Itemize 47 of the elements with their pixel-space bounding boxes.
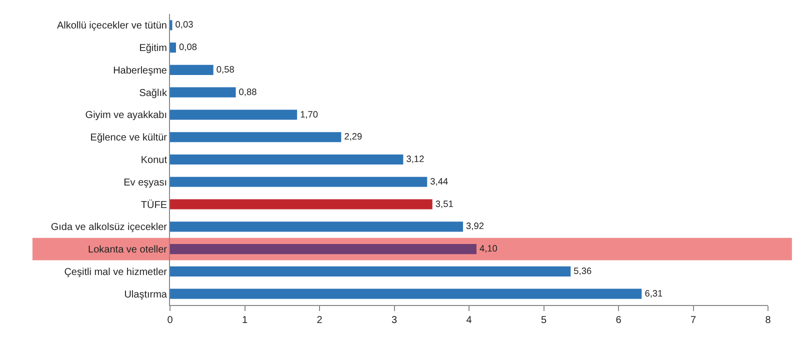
bar bbox=[170, 110, 298, 120]
bar bbox=[170, 244, 476, 254]
data-label: 3,51 bbox=[435, 198, 454, 209]
data-label: 0,08 bbox=[178, 42, 197, 52]
data-label: 1,70 bbox=[300, 109, 318, 120]
bar bbox=[170, 266, 571, 276]
data-label: 6,31 bbox=[644, 288, 663, 298]
bar bbox=[170, 222, 464, 232]
bar bbox=[170, 87, 236, 98]
bar bbox=[170, 199, 432, 210]
y-tick-label: Sağlık bbox=[139, 88, 168, 99]
y-tick-label: Konut bbox=[140, 155, 168, 166]
y-tick-label: Çeşitli mal ve hizmetler bbox=[64, 266, 168, 278]
data-label: 5,36 bbox=[574, 266, 592, 276]
y-tick-label: Lokanta ve oteller bbox=[88, 244, 168, 256]
y-tick-label: Eğlence ve kültür bbox=[90, 132, 168, 144]
bar bbox=[170, 42, 176, 53]
bar bbox=[170, 64, 214, 75]
data-label: 3,92 bbox=[466, 221, 484, 232]
data-label: 4,10 bbox=[479, 244, 498, 254]
x-tick-label: 8 bbox=[765, 315, 772, 326]
y-tick-label: Giyim ve ayakkabı bbox=[85, 110, 167, 122]
x-tick-label: 1 bbox=[242, 315, 248, 326]
y-tick-label: Alkollü içecekler ve tütün bbox=[56, 20, 167, 32]
data-label: 2,29 bbox=[344, 132, 362, 142]
y-tick-label: Gıda ve alkolsüz içecekler bbox=[50, 222, 168, 234]
bar bbox=[170, 154, 404, 165]
data-label: 3,12 bbox=[406, 154, 424, 164]
x-tick-label: 3 bbox=[391, 315, 398, 326]
data-label: 0,88 bbox=[238, 86, 257, 97]
y-tick-label: Haberleşme bbox=[113, 65, 168, 76]
bar bbox=[170, 132, 342, 142]
data-label: 0,58 bbox=[216, 64, 234, 74]
x-tick-label: 7 bbox=[690, 315, 696, 326]
x-tick-label: 0 bbox=[167, 315, 174, 326]
bar bbox=[170, 176, 428, 187]
y-tick-label: TÜFE bbox=[140, 198, 168, 211]
data-label: 3,44 bbox=[430, 176, 448, 186]
data-label: 0,03 bbox=[175, 20, 194, 30]
y-tick-label: Ev eşyası bbox=[124, 177, 167, 188]
x-tick-label: 2 bbox=[316, 315, 323, 326]
bar bbox=[170, 288, 642, 299]
y-tick-label: Ulaştırma bbox=[124, 289, 168, 300]
x-tick-label: 6 bbox=[616, 315, 622, 326]
x-tick-label: 4 bbox=[466, 315, 472, 326]
x-tick-label: 5 bbox=[540, 315, 547, 326]
y-tick-label: Eğitim bbox=[139, 43, 167, 54]
